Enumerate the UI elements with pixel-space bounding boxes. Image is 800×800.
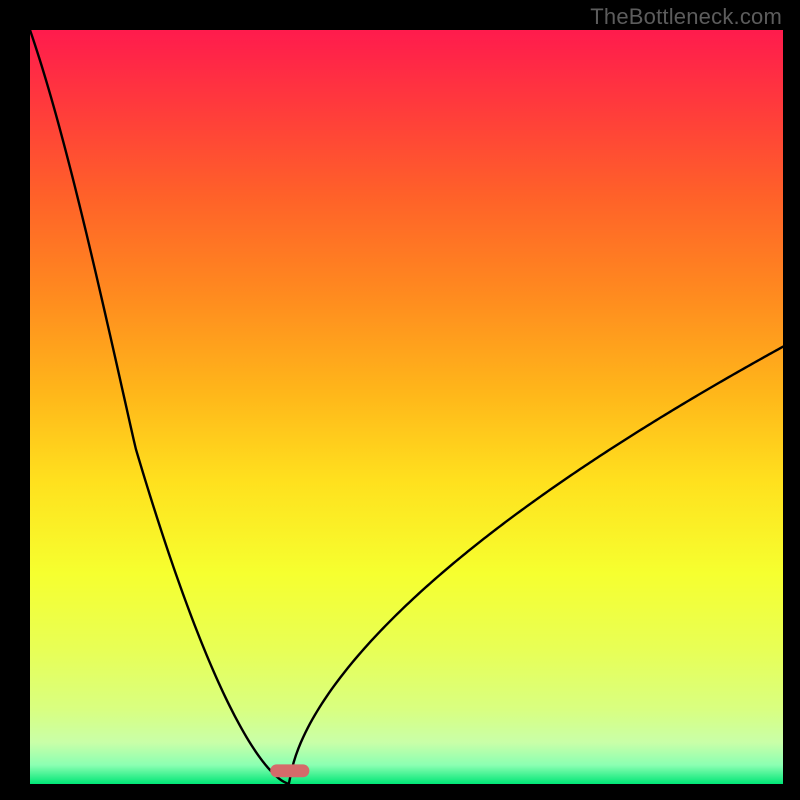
watermark-text: TheBottleneck.com <box>590 4 782 30</box>
gradient-background <box>30 30 783 784</box>
min-marker <box>270 764 309 777</box>
chart-svg <box>30 30 783 784</box>
chart-area <box>30 30 783 784</box>
